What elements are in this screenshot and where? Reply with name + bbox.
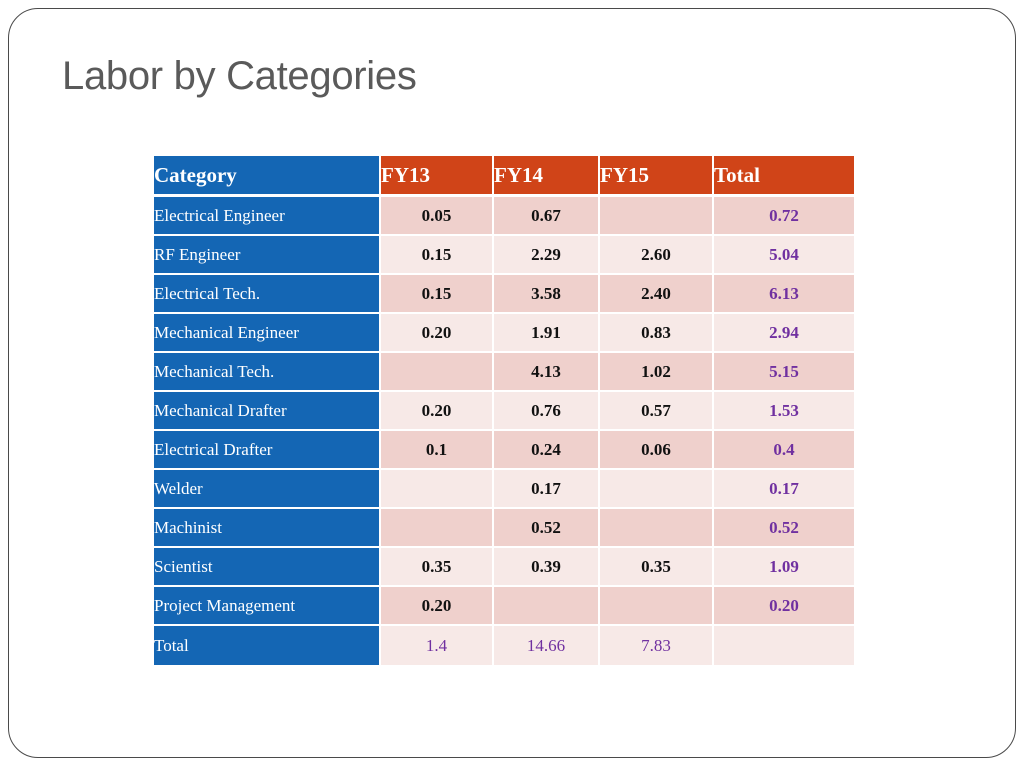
- table-row: Electrical Engineer 0.05 0.67 0.72: [154, 197, 854, 236]
- table-row: Project Management 0.20 0.20: [154, 587, 854, 626]
- total-row: Total 1.4 14.66 7.83: [154, 626, 854, 665]
- fy14-cell: 4.13: [494, 353, 600, 392]
- fy14-cell: 0.67: [494, 197, 600, 236]
- category-cell: Mechanical Drafter: [154, 392, 381, 431]
- fy13-cell: [381, 353, 494, 392]
- total-cell: 1.53: [714, 392, 854, 431]
- total-cell: 5.04: [714, 236, 854, 275]
- fy14-cell: 0.24: [494, 431, 600, 470]
- slide-frame: [8, 8, 1016, 758]
- fy15-cell: 2.40: [600, 275, 714, 314]
- fy15-cell: 0.35: [600, 548, 714, 587]
- total-cell: 5.15: [714, 353, 854, 392]
- category-cell: Mechanical Tech.: [154, 353, 381, 392]
- category-cell: Scientist: [154, 548, 381, 587]
- header-fy14: FY14: [494, 156, 600, 197]
- total-cell: 0.4: [714, 431, 854, 470]
- table-row: Electrical Drafter 0.1 0.24 0.06 0.4: [154, 431, 854, 470]
- fy15-cell: [600, 470, 714, 509]
- category-cell: Welder: [154, 470, 381, 509]
- fy13-cell: [381, 509, 494, 548]
- total-fy15-cell: 7.83: [600, 626, 714, 665]
- category-cell: Electrical Drafter: [154, 431, 381, 470]
- category-cell: Mechanical Engineer: [154, 314, 381, 353]
- header-fy15: FY15: [600, 156, 714, 197]
- total-fy13-cell: 1.4: [381, 626, 494, 665]
- fy13-cell: 0.05: [381, 197, 494, 236]
- fy13-cell: 0.20: [381, 392, 494, 431]
- total-cell: 0.17: [714, 470, 854, 509]
- fy15-cell: 0.83: [600, 314, 714, 353]
- total-cell: 1.09: [714, 548, 854, 587]
- total-cell: 6.13: [714, 275, 854, 314]
- table-row: Mechanical Drafter 0.20 0.76 0.57 1.53: [154, 392, 854, 431]
- fy14-cell: 0.76: [494, 392, 600, 431]
- fy15-cell: 1.02: [600, 353, 714, 392]
- header-fy13: FY13: [381, 156, 494, 197]
- header-row: Category FY13 FY14 FY15 Total: [154, 156, 854, 197]
- fy13-cell: 0.15: [381, 275, 494, 314]
- labor-table: Category FY13 FY14 FY15 Total Electrical…: [154, 156, 854, 665]
- fy15-cell: 0.57: [600, 392, 714, 431]
- fy14-cell: 0.17: [494, 470, 600, 509]
- category-cell: Machinist: [154, 509, 381, 548]
- fy13-cell: 0.35: [381, 548, 494, 587]
- fy15-cell: [600, 197, 714, 236]
- total-cell: 2.94: [714, 314, 854, 353]
- total-fy14-cell: 14.66: [494, 626, 600, 665]
- fy13-cell: [381, 470, 494, 509]
- fy14-cell: 2.29: [494, 236, 600, 275]
- fy15-cell: [600, 509, 714, 548]
- table-row: Mechanical Engineer 0.20 1.91 0.83 2.94: [154, 314, 854, 353]
- table-row: Mechanical Tech. 4.13 1.02 5.15: [154, 353, 854, 392]
- total-cell: 0.20: [714, 587, 854, 626]
- fy15-cell: 2.60: [600, 236, 714, 275]
- grand-total-cell: [714, 626, 854, 665]
- table-row: RF Engineer 0.15 2.29 2.60 5.04: [154, 236, 854, 275]
- category-cell: RF Engineer: [154, 236, 381, 275]
- category-cell: Electrical Tech.: [154, 275, 381, 314]
- table-row: Electrical Tech. 0.15 3.58 2.40 6.13: [154, 275, 854, 314]
- slide-title: Labor by Categories: [62, 54, 417, 98]
- fy13-cell: 0.20: [381, 314, 494, 353]
- table-row: Scientist 0.35 0.39 0.35 1.09: [154, 548, 854, 587]
- header-category: Category: [154, 156, 381, 197]
- header-total: Total: [714, 156, 854, 197]
- fy14-cell: 1.91: [494, 314, 600, 353]
- fy15-cell: [600, 587, 714, 626]
- total-cell: 0.72: [714, 197, 854, 236]
- fy14-cell: [494, 587, 600, 626]
- category-cell: Project Management: [154, 587, 381, 626]
- total-cell: 0.52: [714, 509, 854, 548]
- fy13-cell: 0.20: [381, 587, 494, 626]
- fy15-cell: 0.06: [600, 431, 714, 470]
- fy13-cell: 0.15: [381, 236, 494, 275]
- total-row-label: Total: [154, 626, 381, 665]
- fy14-cell: 3.58: [494, 275, 600, 314]
- category-cell: Electrical Engineer: [154, 197, 381, 236]
- fy13-cell: 0.1: [381, 431, 494, 470]
- table-row: Machinist 0.52 0.52: [154, 509, 854, 548]
- table-row: Welder 0.17 0.17: [154, 470, 854, 509]
- fy14-cell: 0.39: [494, 548, 600, 587]
- fy14-cell: 0.52: [494, 509, 600, 548]
